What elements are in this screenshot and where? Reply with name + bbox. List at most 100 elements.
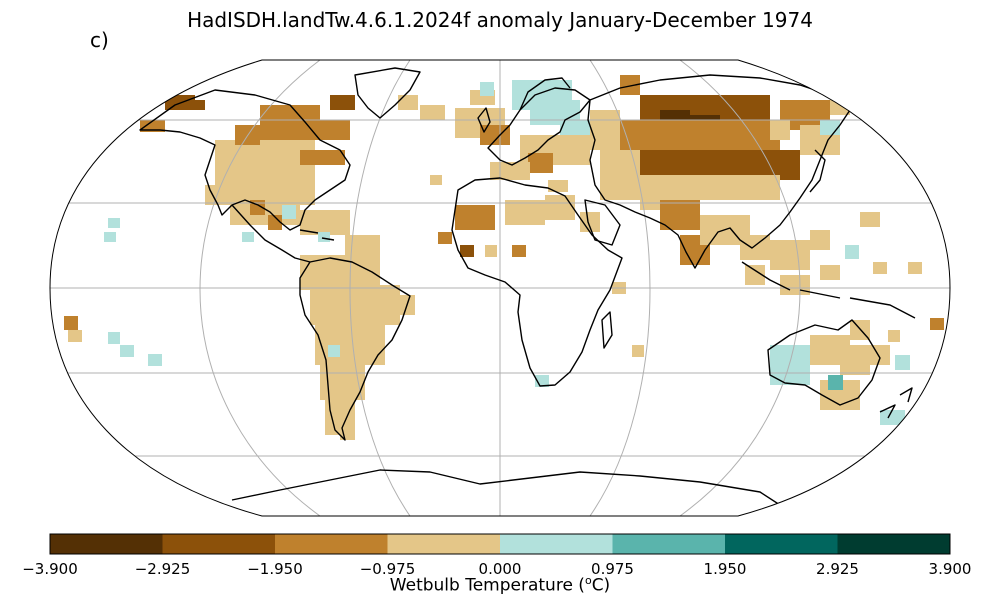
coast-australia: [767, 319, 881, 406]
coast-greenland: [354, 67, 421, 119]
anomaly-cell: [590, 110, 620, 150]
anomaly-cell: [528, 153, 553, 173]
coast-africa: [451, 177, 623, 387]
colorbar-label: Wetbulb Temperature (oC): [389, 574, 611, 596]
anomaly-cell: [740, 235, 770, 260]
graticule: [50, 60, 950, 516]
colorbar-segment: [275, 534, 388, 554]
anomaly-cell: [700, 175, 780, 200]
coast-japan: [809, 149, 826, 193]
colorbar-tick-label: 3.900: [928, 560, 972, 578]
anomaly-cell: [930, 318, 944, 330]
colorbar-segment: [162, 534, 276, 554]
colorbar-tick-label: −1.950: [247, 560, 303, 578]
anomaly-cell: [820, 120, 840, 135]
coast-new-zealand: [879, 387, 913, 419]
anomaly-cell: [888, 330, 900, 342]
anomaly-cell: [860, 212, 880, 227]
anomaly-cell: [895, 355, 910, 370]
anomaly-cell: [605, 182, 619, 194]
anomaly-cell: [190, 100, 205, 110]
anomaly-cell: [345, 235, 380, 255]
anomaly-cell: [780, 275, 810, 295]
colorbar-segment: [500, 534, 613, 554]
coast-british-isles: [477, 107, 491, 133]
coast-arabia: [584, 199, 621, 246]
anomaly-cell: [310, 285, 400, 325]
anomaly-cell: [770, 240, 810, 270]
anomaly-cell: [828, 375, 843, 390]
coast-north-america: [139, 89, 351, 231]
anomaly-cell: [840, 345, 870, 375]
anomaly-grid-cells: [64, 75, 944, 440]
anomaly-cell: [770, 345, 810, 385]
anomaly-cell: [398, 95, 418, 110]
anomaly-cell: [873, 262, 887, 274]
anomaly-cell: [120, 345, 134, 357]
anomaly-cell: [104, 232, 116, 242]
anomaly-cell: [480, 125, 510, 145]
anomaly-cell: [328, 345, 340, 357]
anomaly-cell: [745, 265, 765, 285]
anomaly-cell: [108, 332, 120, 344]
colorbar-tick-label: 1.950: [703, 560, 747, 578]
colorbar-segment: [837, 534, 951, 554]
colorbar-segment: [387, 534, 501, 554]
colorbar-tick-label: −0.975: [359, 560, 416, 578]
anomaly-cell: [620, 120, 780, 150]
colorbar-segment: [50, 534, 163, 554]
anomaly-cell: [300, 150, 345, 165]
anomaly-cell: [880, 410, 905, 425]
anomaly-cell: [548, 180, 568, 192]
anomaly-cell: [260, 105, 320, 140]
anomaly-cell: [620, 75, 640, 95]
anomaly-cell: [455, 205, 495, 230]
anomaly-cell: [505, 200, 545, 225]
coast-south-america: [299, 257, 411, 441]
coast-madagascar: [601, 311, 613, 349]
anomaly-cell: [64, 316, 78, 330]
anomaly-cell: [485, 245, 497, 257]
anomaly-cell: [908, 262, 922, 274]
anomaly-cell: [148, 354, 162, 366]
anomaly-cell: [810, 230, 830, 250]
map-title: HadISDH.landTw.4.6.1.2024f anomaly Janua…: [187, 8, 813, 32]
anomaly-cell: [268, 215, 282, 230]
anomaly-cell: [460, 245, 474, 257]
colorbar: [50, 534, 951, 554]
colorbar-frame: [49, 533, 951, 555]
anomaly-cell: [205, 185, 235, 205]
anomaly-cell: [820, 265, 840, 280]
anomaly-cell: [330, 95, 355, 110]
anomaly-cell: [318, 232, 330, 242]
panel-label: c): [90, 28, 109, 52]
anomaly-cell: [315, 320, 385, 365]
anomaly-cell: [770, 120, 790, 140]
anomaly-cell: [845, 245, 859, 259]
colorbar-tick-label: 0.000: [478, 560, 522, 578]
anomaly-cell: [430, 175, 442, 185]
anomaly-cell: [830, 100, 850, 115]
coast-antarctica: [231, 469, 781, 506]
anomaly-cell: [480, 82, 494, 96]
globe-outline: [49, 59, 951, 517]
colorbar-tick-label: −2.925: [134, 560, 191, 578]
anomaly-cell: [580, 212, 600, 232]
coast-europe: [487, 87, 591, 166]
anomaly-cell: [390, 295, 415, 315]
anomaly-cell: [420, 105, 445, 120]
anomaly-cell: [242, 232, 254, 242]
coastlines: [139, 67, 916, 506]
colorbar-tick-label: −3.900: [22, 560, 78, 578]
anomaly-cell: [140, 120, 165, 132]
anomaly-cell: [320, 120, 350, 140]
anomaly-cell: [870, 345, 890, 365]
colorbar-tick-label: 0.975: [591, 560, 634, 578]
anomaly-cell: [282, 205, 296, 219]
anomaly-cell: [660, 200, 700, 230]
colorbar-segment: [612, 534, 726, 554]
anomaly-cell: [108, 218, 120, 228]
anomaly-cell: [512, 245, 526, 257]
anomaly-cell: [68, 330, 82, 342]
